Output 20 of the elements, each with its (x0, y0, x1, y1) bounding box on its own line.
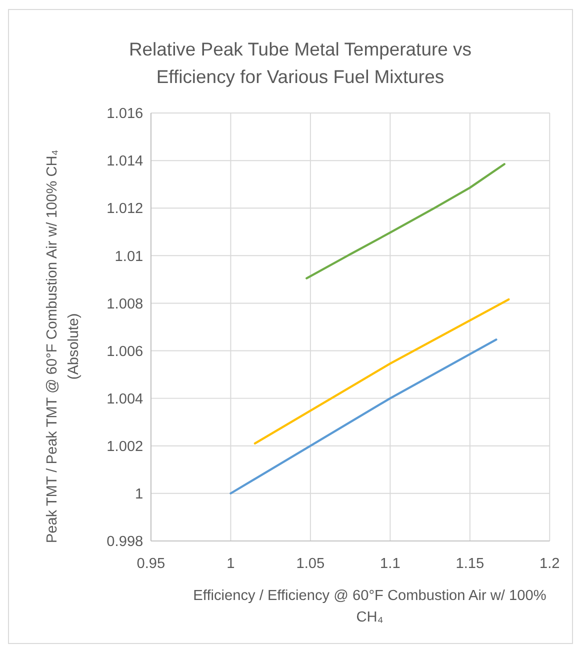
x-tick-label: 1.2 (540, 556, 560, 572)
y-tick-label: 1.006 (106, 344, 144, 360)
x-tick-label: 1.05 (296, 556, 325, 572)
x-tick-label: 0.95 (136, 556, 166, 572)
x-tick-label: 1.1 (380, 556, 400, 572)
x-tick-label: 1.15 (456, 556, 484, 572)
y-tick-label: 0.998 (106, 534, 144, 550)
y-tick-label: 1.004 (106, 391, 144, 408)
y-tick-label: 1.012 (106, 201, 144, 218)
x-tick-label: 1 (226, 556, 235, 572)
y-tick-label: 1.016 (106, 106, 144, 122)
chart-title: Relative Peak Tube Metal Temperature vs Efficiency for Various Fuel Mixtures (128, 38, 472, 87)
y-tick-label: 1.014 (106, 154, 144, 170)
y-axis-title: Peak TMT / Peak TMT @ 60°F Combustion Air w/ 100% CH₄ (Absolute) (44, 150, 82, 544)
line-series (306, 163, 506, 280)
y-tick-label: 1.01 (114, 248, 144, 265)
x-axis-title: Efficiency / Efficiency @ 60°F Combustion Air w/ 100% CH₄ (193, 588, 546, 626)
y-tick-label: 1.002 (106, 438, 144, 455)
y-tick-label: 1.008 (106, 296, 144, 312)
y-tick-label: 1 (135, 486, 144, 502)
